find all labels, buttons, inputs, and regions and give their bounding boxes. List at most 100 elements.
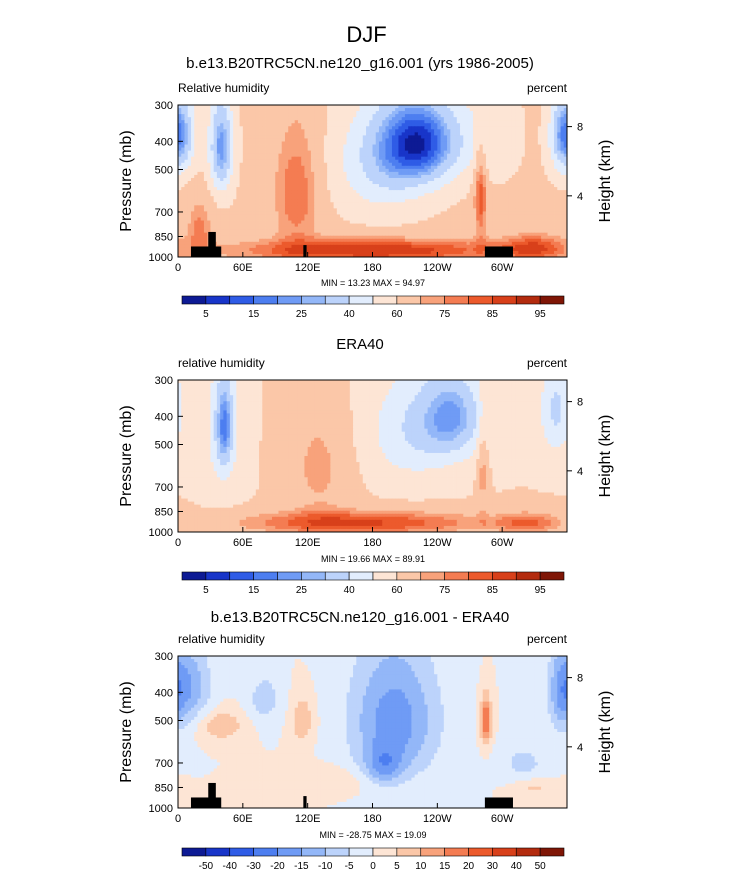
field-cell [524, 174, 529, 179]
field-cell [485, 144, 490, 148]
field-cell [288, 129, 292, 133]
field-cell [314, 217, 318, 221]
field-cell [359, 211, 364, 215]
field-cell [314, 211, 318, 215]
field-cell [489, 214, 493, 218]
field-cell [284, 184, 289, 188]
field-cell [534, 199, 539, 203]
field-cell [498, 196, 503, 200]
field-cell [417, 159, 422, 164]
field-cell [259, 144, 263, 148]
field-cell [531, 159, 535, 164]
field-cell [278, 208, 283, 212]
field-cell [417, 105, 422, 109]
field-cell [515, 193, 519, 197]
field-cell [424, 208, 429, 212]
field-cell [521, 223, 526, 227]
field-cell [207, 159, 211, 164]
field-cell [560, 211, 565, 215]
field-cell [528, 111, 532, 115]
field-cell [213, 135, 218, 139]
field-cell [554, 205, 558, 209]
field-cell [252, 147, 257, 151]
field-cell [187, 168, 192, 173]
field-cell [343, 187, 347, 191]
field-cell [518, 162, 523, 167]
field-cell [346, 190, 351, 194]
field-cell [508, 114, 513, 118]
field-cell [291, 111, 296, 115]
field-cell [356, 165, 360, 170]
field-cell [291, 150, 296, 155]
field-cell [323, 229, 328, 234]
field-cell [447, 211, 451, 215]
field-cell [528, 141, 532, 145]
field-cell [304, 177, 309, 182]
field-cell [353, 126, 357, 130]
field-cell [330, 150, 334, 155]
field-cell [414, 202, 419, 206]
field-cell [502, 162, 506, 167]
field-cell [236, 184, 240, 188]
field-cell [229, 181, 234, 185]
field-cell [502, 193, 506, 197]
field-cell [382, 144, 386, 148]
field-cell [353, 150, 357, 155]
field-cell [362, 190, 367, 194]
field-cell [284, 129, 289, 133]
field-cell [197, 138, 202, 142]
field-cell [463, 114, 467, 118]
field-cell [229, 147, 234, 151]
field-cell [563, 138, 568, 142]
field-cell [554, 184, 558, 188]
field-cell [216, 226, 221, 231]
field-cell [557, 129, 561, 133]
field-cell [268, 159, 273, 164]
field-cell [249, 171, 253, 176]
field-cell [236, 177, 240, 182]
field-cell [327, 202, 331, 206]
field-cell [226, 174, 231, 179]
field-cell [469, 205, 474, 209]
field-cell [544, 141, 548, 145]
field-cell [408, 144, 412, 148]
field-cell [220, 171, 224, 176]
field-cell [411, 132, 416, 136]
field-cell [417, 202, 422, 206]
field-cell [395, 184, 399, 188]
field-cell [200, 117, 205, 121]
field-cell [190, 120, 195, 124]
field-cell [463, 129, 467, 133]
field-cell [534, 226, 539, 231]
field-cell [508, 123, 513, 127]
field-cell [375, 214, 380, 218]
field-cell [440, 217, 445, 221]
field-cell [518, 165, 523, 170]
field-cell [233, 126, 237, 130]
field-cell [466, 141, 471, 145]
field-cell [268, 205, 273, 209]
field-cell [460, 168, 464, 173]
field-cell [181, 153, 185, 158]
field-cell [197, 196, 202, 200]
field-cell [184, 171, 189, 176]
field-cell [223, 162, 228, 167]
field-cell [450, 174, 454, 179]
field-cell [356, 214, 360, 218]
field-cell [246, 141, 250, 145]
field-cell [534, 141, 539, 145]
field-cell [366, 150, 370, 155]
field-cell [372, 111, 377, 115]
field-cell [249, 223, 253, 227]
field-cell [265, 150, 270, 155]
field-cell [421, 144, 425, 148]
field-cell [246, 111, 250, 115]
field-cell [498, 226, 503, 231]
field-cell [200, 190, 205, 194]
field-cell [485, 214, 490, 218]
field-cell [388, 226, 393, 231]
field-cell [511, 168, 516, 173]
field-cell [391, 174, 396, 179]
field-cell [550, 108, 555, 112]
field-cell [391, 217, 396, 221]
